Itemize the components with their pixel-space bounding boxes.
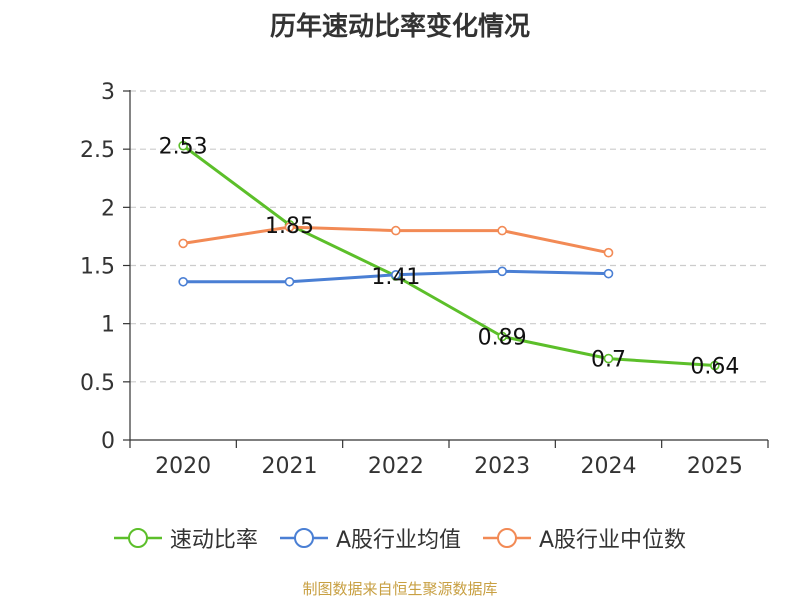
data-point	[178, 238, 188, 249]
legend-label: 速动比率	[169, 528, 258, 553]
legend-marker-icon	[483, 528, 531, 548]
legend-item[interactable]: 速动比率	[113, 522, 258, 554]
x-tick-label: 2024	[581, 454, 637, 479]
legend-label: A股行业中位数	[539, 528, 687, 553]
y-tick-label: 2	[101, 196, 115, 221]
data-point	[710, 360, 720, 371]
data-point	[603, 268, 614, 279]
data-label: 1.85	[265, 214, 314, 239]
data-label: 1.41	[371, 265, 420, 290]
x-tick-label: 2025	[687, 454, 743, 479]
data-point	[284, 222, 295, 232]
data-label: 0.64	[690, 355, 739, 380]
x-tick-label: 2020	[155, 454, 211, 479]
series-line-0	[182, 144, 715, 367]
y-tick-label: 0	[101, 429, 115, 454]
data-point	[178, 140, 188, 151]
y-tick-label: 3	[101, 80, 115, 105]
series-lines	[178, 140, 720, 371]
y-tick-label: 0.5	[80, 371, 115, 396]
data-label: 0.89	[478, 325, 527, 350]
legend-circle	[293, 528, 314, 548]
y-tick-label: 1.5	[80, 255, 115, 280]
y-tick-label: 1	[101, 313, 115, 338]
data-label: 2.53	[159, 135, 208, 160]
source-note: 制图数据来自恒生聚源数据库	[302, 580, 498, 598]
data-point	[391, 225, 401, 236]
y-tick-label: 2.5	[80, 138, 115, 163]
data-label: 0.7	[591, 348, 626, 373]
data-point	[178, 276, 188, 287]
legend-circle	[127, 528, 148, 548]
data-labels: 2.53 1.85 1.41 0.89 0.7 0.64	[159, 135, 740, 380]
data-point	[603, 353, 614, 364]
chart-title: 历年速动比率变化情况	[269, 12, 530, 42]
x-tick-label: 2021	[262, 454, 318, 479]
gridlines	[130, 90, 768, 383]
x-tick-label: 2022	[368, 454, 424, 479]
data-point	[284, 276, 295, 287]
legend-marker-icon	[113, 528, 162, 548]
legend-label: A股行业均值	[335, 528, 461, 553]
data-point	[391, 270, 401, 280]
legend-item[interactable]: A股行业中位数	[483, 522, 686, 554]
x-tick-label: 2023	[474, 454, 530, 479]
legend-item[interactable]: A股行业均值	[279, 522, 461, 554]
data-point	[497, 225, 507, 236]
data-point	[497, 331, 507, 342]
data-point	[603, 247, 614, 258]
data-point	[497, 266, 507, 277]
legend: 速动比率 A股行业均值 A股行业中位数	[0, 518, 800, 558]
legend-marker-icon	[279, 528, 328, 548]
legend-circle	[497, 528, 517, 548]
